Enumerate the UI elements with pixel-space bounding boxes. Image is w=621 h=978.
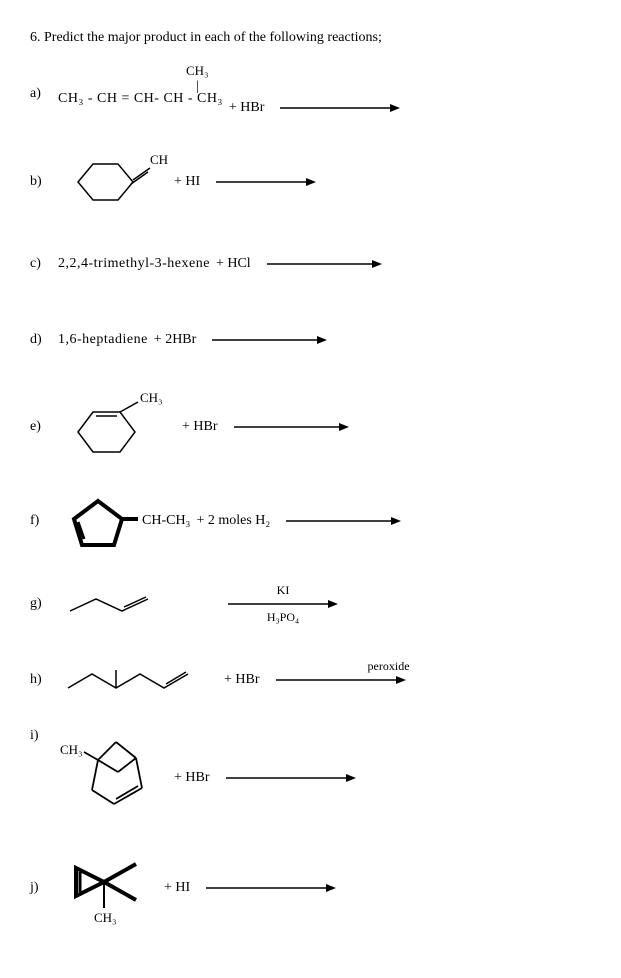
reagent-c: + HCl xyxy=(216,256,251,272)
reagent-j: + HI xyxy=(164,880,190,896)
reactant-i: CH₃ xyxy=(58,728,168,828)
label-c: c) xyxy=(30,256,58,272)
arrow-d xyxy=(212,335,327,345)
below-g: H₃PO₄ xyxy=(267,610,299,625)
arrow-e xyxy=(234,422,349,432)
problem-g: g) KI H₃PO₄ xyxy=(30,576,601,632)
problem-a: a) CH₃ | CH₃ - CH = CH- CH - CH₃ + HBr xyxy=(30,66,601,122)
arrow-g: KI H₃PO₄ xyxy=(228,599,338,609)
reactant-f: CH-CH₃ xyxy=(58,489,190,553)
sub-f: CH-CH₃ xyxy=(142,513,190,529)
reagent-b: + HI xyxy=(174,174,200,190)
sub-j: CH₃ xyxy=(94,910,117,925)
arrow-j xyxy=(206,883,336,893)
problem-e: e) CH₃ + HBr xyxy=(30,388,601,466)
label-b: b) xyxy=(30,174,58,190)
label-e: e) xyxy=(30,419,58,435)
reagent-d: + 2HBr xyxy=(154,332,197,348)
structure-f xyxy=(58,489,138,553)
arrow-f xyxy=(286,516,401,526)
reactant-c: 2,2,4-trimethyl-3-hexene xyxy=(58,256,210,272)
reagent-f: + 2 moles H₂ xyxy=(196,513,270,529)
problem-f: f) CH-CH₃ + 2 moles H₂ xyxy=(30,486,601,556)
arrow-h: peroxide xyxy=(276,675,406,685)
label-i: i) xyxy=(30,728,58,744)
label-j: j) xyxy=(30,880,58,896)
reagent-i: + HBr xyxy=(174,770,210,786)
reagent-e: + HBr xyxy=(182,419,218,435)
sub-i: CH₃ xyxy=(60,742,83,757)
structure-e: CH₃ xyxy=(58,388,176,466)
above-h: peroxide xyxy=(368,659,410,674)
reactant-j: CH₃ xyxy=(58,850,158,926)
problem-h: h) + HBr peroxide xyxy=(30,652,601,708)
problem-b: b) CH₂ + HI xyxy=(30,148,601,216)
sub-b: CH₂ xyxy=(150,152,168,167)
problem-c: c) 2,2,4-trimethyl-3-hexene + HCl xyxy=(30,236,601,292)
arrow-b xyxy=(216,177,316,187)
problem-j: j) CH₃ + HI xyxy=(30,848,601,928)
arrow-i xyxy=(226,773,356,783)
formula-a-top: CH₃ xyxy=(186,63,209,79)
label-g: g) xyxy=(30,596,58,612)
label-a: a) xyxy=(30,86,58,102)
label-f: f) xyxy=(30,513,58,529)
problem-i: i) CH₃ + HBr xyxy=(30,728,601,828)
structure-h xyxy=(58,660,218,700)
problem-d: d) 1,6-heptadiene + 2HBr xyxy=(30,312,601,368)
arrow-a xyxy=(280,103,400,113)
structure-j: CH₃ xyxy=(58,850,158,926)
reactant-a: CH₃ | CH₃ - CH = CH- CH - CH₃ xyxy=(58,71,223,117)
label-d: d) xyxy=(30,332,58,348)
reactant-h xyxy=(58,660,218,700)
above-g: KI xyxy=(277,583,290,598)
reagent-a: + HBr xyxy=(229,100,265,116)
structure-b: CH₂ xyxy=(58,148,168,216)
sub-e: CH₃ xyxy=(140,390,163,405)
reactant-g xyxy=(58,587,188,621)
reactant-e: CH₃ xyxy=(58,388,176,466)
question-title: 6. Predict the major product in each of … xyxy=(30,30,601,46)
structure-g xyxy=(58,587,188,621)
label-h: h) xyxy=(30,672,58,688)
reagent-h: + HBr xyxy=(224,672,260,688)
reactant-b: CH₂ xyxy=(58,148,168,216)
structure-i: CH₃ xyxy=(58,728,168,828)
arrow-c xyxy=(267,259,382,269)
reactant-d: 1,6-heptadiene xyxy=(58,332,148,348)
formula-a-main: CH₃ - CH = CH- CH - CH₃ xyxy=(58,91,223,106)
